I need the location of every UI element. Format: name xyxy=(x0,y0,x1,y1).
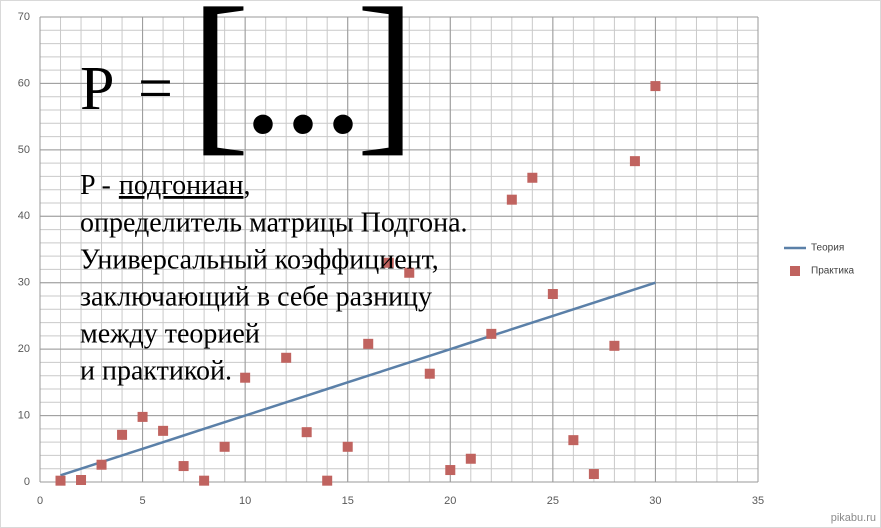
practice-point xyxy=(281,352,292,363)
practice-point xyxy=(404,267,415,278)
practice-point xyxy=(383,257,394,268)
y-tick-label: 50 xyxy=(18,144,30,156)
practice-point xyxy=(588,469,599,480)
practice-point xyxy=(506,194,517,205)
legend-label: Практика xyxy=(811,266,855,277)
matrix-dots: ... xyxy=(248,26,368,159)
practice-point xyxy=(465,453,476,464)
x-tick-label: 15 xyxy=(342,495,354,507)
practice-point xyxy=(609,340,620,351)
watermark: pikabu.ru xyxy=(831,512,876,524)
description-line: определитель матрицы Подгона. xyxy=(80,207,468,238)
practice-point xyxy=(178,461,189,472)
practice-point xyxy=(158,425,169,436)
legend-label: Теория xyxy=(811,243,844,254)
practice-point xyxy=(650,81,661,92)
y-tick-label: 70 xyxy=(18,11,30,23)
term: подгониан xyxy=(119,170,244,201)
description-line: Универсальный коэффициент, xyxy=(80,244,439,275)
y-tick-label: 60 xyxy=(18,77,30,89)
practice-point xyxy=(486,328,497,339)
x-tick-label: 10 xyxy=(239,495,251,507)
practice-point xyxy=(301,427,312,438)
description-line: P - подгониан, xyxy=(80,170,250,201)
text: P - xyxy=(80,170,111,201)
practice-point xyxy=(96,459,107,470)
description-line: и практикой. xyxy=(80,355,232,386)
description-line: между теорией xyxy=(80,318,260,349)
x-tick-label: 25 xyxy=(547,495,559,507)
practice-point xyxy=(629,156,640,167)
legend-swatch xyxy=(790,266,800,276)
y-tick-label: 40 xyxy=(18,210,30,222)
practice-point xyxy=(568,435,579,446)
bracket-right: ] xyxy=(356,0,416,170)
practice-point xyxy=(240,372,251,383)
y-tick-label: 10 xyxy=(18,409,30,421)
practice-point xyxy=(322,475,333,486)
practice-point xyxy=(527,172,538,183)
bracket-left: [ xyxy=(190,0,250,170)
practice-point xyxy=(547,289,558,300)
x-tick-label: 35 xyxy=(752,495,764,507)
formula-eq: = xyxy=(138,55,173,123)
y-tick-label: 0 xyxy=(24,476,30,488)
practice-point xyxy=(363,338,374,349)
x-tick-label: 0 xyxy=(37,495,43,507)
practice-point xyxy=(445,465,456,476)
formula-lhs: P xyxy=(80,55,114,123)
description-line: заключающий в себе разницу xyxy=(80,281,432,312)
practice-point xyxy=(55,475,66,486)
practice-point xyxy=(76,475,87,486)
text: , xyxy=(243,170,250,201)
practice-point xyxy=(199,475,210,486)
theory-line xyxy=(60,281,656,477)
practice-point xyxy=(117,429,128,440)
y-tick-label: 30 xyxy=(18,277,30,289)
x-tick-label: 20 xyxy=(444,495,456,507)
practice-point xyxy=(219,441,230,452)
x-tick-label: 30 xyxy=(649,495,661,507)
practice-point xyxy=(342,441,353,452)
y-tick-label: 20 xyxy=(18,343,30,355)
practice-point xyxy=(137,411,148,422)
practice-point xyxy=(424,368,435,379)
x-tick-label: 5 xyxy=(140,495,146,507)
